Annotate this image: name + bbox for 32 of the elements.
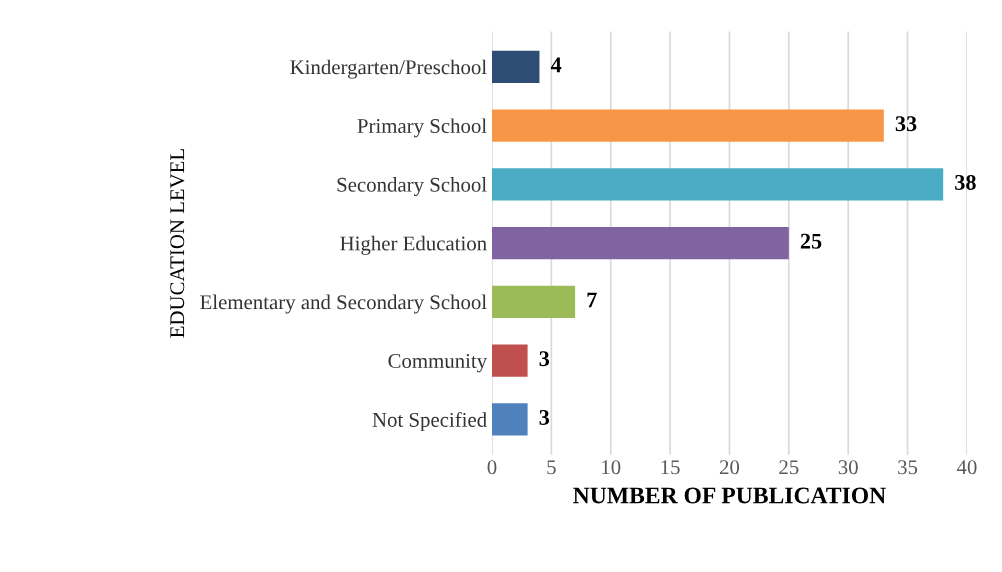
y-axis-title: EDUCATION LEVEL	[170, 149, 185, 338]
data-label: 3	[539, 351, 550, 367]
y-tick-label: Kindergarten/Preschool	[290, 59, 487, 79]
bar	[491, 285, 576, 318]
data-label: 38	[955, 174, 976, 190]
x-tick-label: 10	[602, 460, 621, 475]
x-tick-label: 5	[547, 460, 556, 475]
bar	[491, 403, 528, 436]
x-tick-label: 30	[838, 460, 858, 475]
x-tick-label: 25	[779, 460, 799, 475]
x-tick-label: 15	[661, 460, 680, 475]
x-tick-label: 35	[898, 460, 918, 475]
bar	[491, 109, 884, 142]
bar	[491, 50, 540, 84]
y-tick-label: Higher Education	[340, 235, 487, 255]
y-tick-label: Not Specified	[372, 412, 487, 432]
bar	[491, 344, 528, 377]
data-label: 7	[587, 292, 597, 308]
x-tick-label: 0	[487, 460, 497, 475]
x-axis-title: NUMBER OF PUBLICATION	[573, 487, 886, 504]
data-label: 4	[550, 57, 562, 73]
x-tick-label: 40	[956, 460, 977, 475]
y-tick-label: Elementary and Secondary School	[200, 294, 487, 314]
bar	[491, 226, 789, 260]
y-tick-label: Primary School	[357, 118, 487, 138]
y-tick-label: Secondary School	[337, 177, 487, 197]
data-label: 3	[539, 409, 550, 425]
data-label: 33	[895, 116, 917, 132]
y-tick-label: Community	[388, 354, 488, 373]
x-tick-label: 20	[719, 460, 740, 475]
data-label: 25	[800, 233, 822, 249]
bar	[491, 168, 944, 201]
